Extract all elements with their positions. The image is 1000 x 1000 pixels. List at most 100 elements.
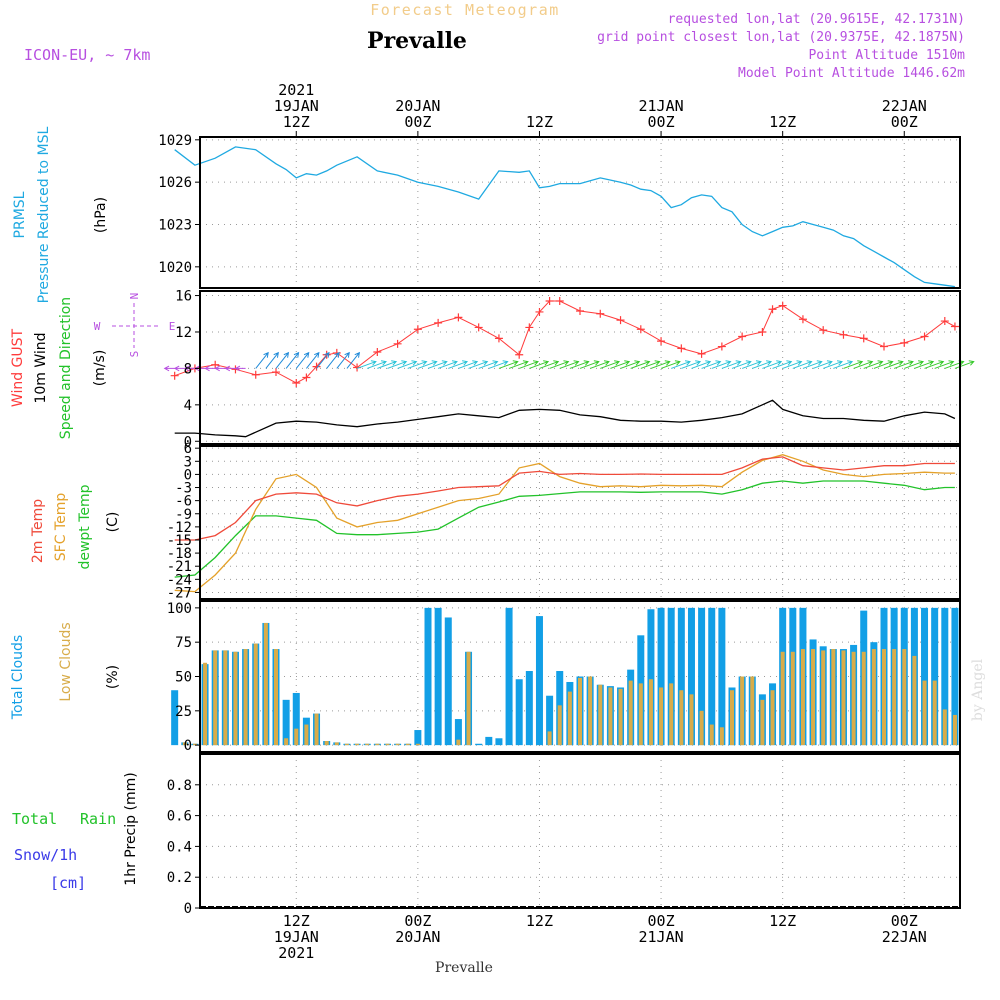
- watermark: by Angel: [970, 658, 986, 721]
- wind-direction-arrow: [752, 360, 773, 369]
- total-clouds-bar: [677, 607, 685, 746]
- low-clouds-bar: [182, 742, 187, 746]
- low-clouds-bar: [669, 683, 674, 746]
- time-label-top: 12Z: [526, 113, 553, 131]
- wind-direction-arrow: [468, 360, 489, 369]
- gust-marker: [170, 371, 179, 380]
- time-label-top: 2021: [278, 81, 314, 99]
- y-tick-label: -24: [167, 572, 192, 588]
- frame-layer: [199, 136, 961, 909]
- pressure-label-unit: (hPa): [93, 197, 109, 233]
- y-tick-label: 0.4: [167, 839, 192, 855]
- y-tick-label: -18: [167, 546, 192, 562]
- y-tick-label: 25: [175, 704, 192, 720]
- precip-label-unit: 1hr Precip (mm): [123, 772, 139, 885]
- low-clouds-bar: [415, 743, 420, 746]
- low-clouds-bar: [790, 651, 795, 746]
- low-clouds-bar: [861, 651, 866, 746]
- gust-marker: [322, 350, 331, 359]
- y-tick-label: 0: [184, 467, 192, 483]
- low-clouds-bar: [314, 713, 319, 746]
- gust-marker: [535, 307, 544, 316]
- low-clouds-bar: [871, 649, 876, 746]
- low-clouds-bar: [192, 743, 197, 746]
- y-tick-label: 1029: [158, 133, 192, 149]
- gust-marker: [292, 378, 301, 387]
- y-tick-label: 6: [184, 441, 192, 457]
- low-clouds-bar: [284, 738, 289, 746]
- gust-marker: [413, 325, 422, 334]
- time-label-bottom: 20JAN: [395, 928, 440, 946]
- compass-s: S: [128, 351, 141, 358]
- total-clouds-bar: [921, 607, 929, 746]
- pressure-line: [174, 146, 955, 288]
- wind-direction-arrow: [234, 365, 246, 372]
- wind-direction-arrow: [589, 360, 610, 369]
- time-label-top: 12Z: [769, 113, 796, 131]
- wind-gust-line: [174, 300, 956, 384]
- total-clouds-bar: [414, 730, 422, 746]
- time-label-bottom: 00Z: [891, 912, 918, 930]
- total-clouds-bar: [444, 617, 452, 746]
- gust-marker: [474, 323, 483, 332]
- wind-direction-arrow: [559, 360, 580, 369]
- wind-direction-arrow: [275, 351, 290, 369]
- clouds-label-unit: (%): [105, 665, 121, 689]
- tick-layer: 10201023102610290481216630-3-6-9-12-15-1…: [158, 133, 200, 917]
- low-clouds-bar: [952, 714, 957, 746]
- wind-direction-arrow: [539, 360, 560, 369]
- time-label-bottom: 12Z: [283, 912, 310, 930]
- clouds-label-low: Low Clouds: [58, 622, 74, 701]
- wind-direction-arrow: [224, 365, 236, 372]
- gust-marker: [616, 316, 625, 325]
- time-label-top: 22JAN: [882, 97, 927, 115]
- wind-compass: N S W E: [94, 293, 176, 358]
- wind-direction-arrow: [387, 360, 408, 369]
- wind-direction-arrow: [802, 360, 823, 369]
- wind-direction-arrow: [498, 360, 519, 369]
- wind-direction-arrow: [163, 365, 175, 372]
- time-label-bottom: 2021: [278, 944, 314, 962]
- low-clouds-bar: [719, 727, 724, 746]
- y-tick-label: 50: [175, 670, 192, 686]
- time-label-bottom: 22JAN: [882, 928, 927, 946]
- low-clouds-bar: [709, 724, 714, 746]
- wind-direction-arrow: [954, 360, 975, 369]
- data-layer: [163, 146, 975, 908]
- time-label-bottom: 21JAN: [638, 928, 683, 946]
- dewpoint-line: [174, 480, 955, 578]
- gust-marker: [819, 326, 828, 335]
- low-clouds-bar: [243, 649, 248, 746]
- wind-direction-arrow: [883, 360, 904, 369]
- y-tick-label: 0.2: [167, 870, 192, 886]
- low-clouds-bar: [841, 650, 846, 746]
- low-clouds-bar: [557, 705, 562, 746]
- time-label-top: 19JAN: [274, 97, 319, 115]
- wind-direction-arrow: [316, 351, 330, 369]
- low-clouds-bar: [770, 690, 775, 746]
- total-clouds-bar: [708, 607, 716, 746]
- low-clouds-bar: [405, 743, 410, 746]
- pressure-label-name: Pressure Reduced to MSL: [36, 126, 52, 303]
- low-clouds-bar: [456, 739, 461, 746]
- wind-direction-arrow: [295, 351, 310, 369]
- panel-frame-precipitation: [199, 753, 961, 909]
- wind-direction-arrow: [377, 360, 398, 369]
- location-title: Prevalle: [367, 28, 467, 54]
- low-clouds-bar: [760, 699, 765, 746]
- wind-direction-arrow: [600, 360, 621, 369]
- y-tick-label: 8: [184, 361, 192, 377]
- low-clouds-bar: [608, 687, 613, 746]
- wind-direction-arrow: [691, 360, 712, 369]
- wind-speed-line: [174, 399, 956, 438]
- gust-marker: [697, 349, 706, 358]
- precip-label-total: Total: [12, 810, 57, 828]
- gust-marker: [373, 348, 382, 357]
- low-clouds-bar: [750, 676, 755, 746]
- y-tick-label: -15: [167, 533, 192, 549]
- time-label-top: 12Z: [283, 113, 310, 131]
- low-clouds-bar: [274, 649, 278, 746]
- wind-direction-arrow: [934, 360, 955, 369]
- low-clouds-bar: [547, 731, 552, 746]
